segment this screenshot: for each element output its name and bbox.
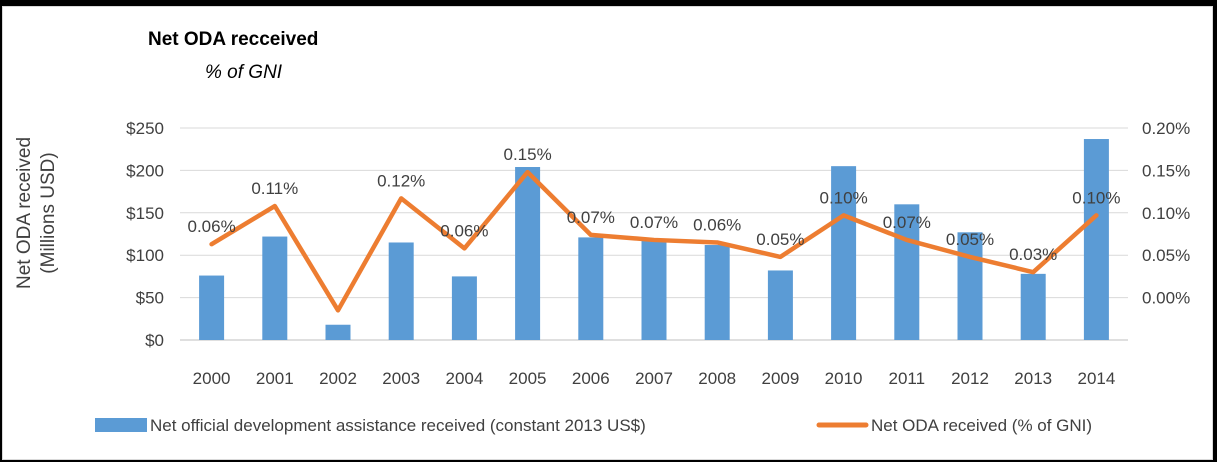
- bar: [451, 276, 477, 340]
- line-path: [209, 169, 1099, 313]
- x-tick-label: 2008: [698, 369, 736, 388]
- left-tick-label: $200: [126, 161, 164, 180]
- data-label: 0.15%: [503, 145, 551, 164]
- right-tick-label: 0.15%: [1142, 161, 1190, 180]
- chart-subtitle: % of GNI: [205, 62, 283, 83]
- data-label: 0.05%: [946, 230, 994, 249]
- x-tick-label: 2011: [889, 369, 926, 388]
- x-tick-label: 2000: [193, 369, 231, 388]
- x-tick-label: 2013: [1014, 369, 1052, 388]
- x-tick-label: 2009: [761, 369, 799, 388]
- left-axis-title-line: Net ODA received: [14, 137, 35, 289]
- bar: [1083, 139, 1109, 340]
- left-tick-label: $0: [145, 331, 164, 350]
- bar: [325, 324, 351, 340]
- x-tick-label: 2005: [509, 369, 547, 388]
- data-label: 0.10%: [819, 188, 867, 207]
- bar: [199, 275, 225, 340]
- right-tick-label: 0.00%: [1142, 289, 1190, 308]
- x-tick-label: 2006: [572, 369, 610, 388]
- bar: [641, 240, 667, 340]
- right-tick-label: 0.05%: [1142, 246, 1190, 265]
- legend: Net official development assistance rece…: [95, 416, 1092, 435]
- right-tick-label: 0.10%: [1142, 204, 1190, 223]
- x-tick-label: 2012: [951, 369, 989, 388]
- left-axis-title-line: (Millions USD): [38, 152, 59, 273]
- data-label: 0.10%: [1072, 188, 1120, 207]
- data-label: 0.07%: [567, 208, 615, 227]
- chart-panel: [2, 6, 1213, 460]
- x-tick-label: 2004: [445, 369, 483, 388]
- bar: [704, 245, 730, 340]
- data-label: 0.05%: [756, 230, 804, 249]
- bar: [578, 237, 604, 340]
- bar: [894, 204, 920, 340]
- bar: [388, 242, 414, 340]
- data-label: 0.06%: [440, 221, 488, 240]
- bar: [262, 236, 288, 340]
- left-tick-label: $50: [136, 289, 164, 308]
- line-series: [209, 169, 1099, 313]
- data-label: 0.06%: [693, 215, 741, 234]
- axes: $0 $50 $100 $150 $200 $250 0.00% 0.05% 0.10% 0.15…: [126, 119, 1190, 388]
- data-label: 0.11%: [251, 179, 298, 198]
- data-label: 0.06%: [187, 217, 235, 236]
- x-tick-label: 2014: [1077, 369, 1115, 388]
- x-tick-label: 2007: [635, 369, 673, 388]
- legend-swatch-bar: [95, 418, 147, 432]
- legend-label-bar: Net official development assistance rece…: [150, 416, 646, 435]
- left-tick-label: $250: [126, 119, 164, 138]
- data-label: 0.07%: [883, 213, 931, 232]
- bar: [1020, 273, 1046, 340]
- bar: [767, 270, 793, 340]
- left-axis-title: Net ODA received (Millions USD): [14, 137, 59, 289]
- data-label: 0.12%: [377, 171, 425, 190]
- left-tick-label: $150: [126, 204, 164, 223]
- bar: [957, 232, 983, 340]
- x-tick-label: 2010: [825, 369, 863, 388]
- bar: [831, 166, 857, 340]
- right-tick-label: 0.20%: [1142, 119, 1190, 138]
- data-labels: 0.06% 0.11% 0.12% 0.06% 0.15% 0.07% 0.07% 0.06%…: [187, 145, 1120, 264]
- x-tick-label: 2001: [256, 369, 294, 388]
- data-label: 0.03%: [1009, 245, 1057, 264]
- legend-label-line: Net ODA received (% of GNI): [871, 416, 1092, 435]
- chart-title: Net ODA recceived: [148, 29, 318, 50]
- bar-series: [199, 139, 1109, 340]
- x-tick-label: 2003: [382, 369, 420, 388]
- data-label: 0.07%: [630, 213, 678, 232]
- left-tick-label: $100: [126, 246, 164, 265]
- x-tick-label: 2002: [319, 369, 357, 388]
- bar: [515, 167, 541, 340]
